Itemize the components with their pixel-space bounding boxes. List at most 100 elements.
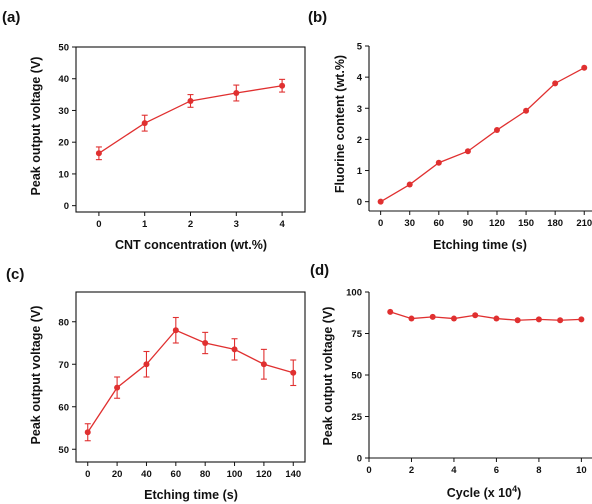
x-tick-label-b: 120: [489, 218, 505, 229]
y-tick-label-b: 4: [357, 73, 363, 84]
panel-c: (c) Peak output voltage (V) Etching time…: [6, 266, 306, 502]
panel-a: (a) Peak output voltage (V) CNT concentr…: [2, 9, 306, 252]
x-tick-label-b: 60: [434, 218, 445, 229]
x-tick-label-d: 4: [451, 465, 457, 476]
y-tick-label-a: 10: [58, 169, 69, 180]
y-tick-label-b: 5: [357, 42, 363, 53]
x-tick-label-b: 90: [463, 218, 474, 229]
data-point-a: [233, 90, 240, 97]
data-point-d: [557, 317, 564, 324]
x-tick-label-c: 120: [256, 469, 272, 480]
x-axis-title-c: Etching time (s): [144, 488, 238, 502]
data-point-d: [450, 315, 457, 322]
y-tick-label-d: 100: [346, 288, 362, 299]
data-point-c: [143, 361, 150, 368]
panel-label-b: (b): [308, 9, 327, 26]
x-tick-label-a: 3: [234, 219, 239, 230]
y-axis-title-b: Fluorine content (wt.%): [333, 55, 347, 193]
x-tick-label-d: 0: [366, 465, 371, 476]
y-tick-label-a: 50: [58, 43, 69, 54]
y-tick-label-c: 50: [58, 445, 69, 456]
y-tick-label-b: 3: [357, 104, 362, 115]
series-line-d: [390, 311, 582, 321]
x-tick-label-c: 20: [112, 469, 123, 480]
y-axis-title-c: Peak output voltage (V): [29, 306, 43, 445]
data-point-b: [377, 198, 384, 205]
x-tick-label-a: 0: [96, 219, 101, 230]
y-tick-label-a: 20: [58, 138, 69, 149]
data-point-d: [429, 313, 436, 320]
x-tick-label-d: 2: [409, 465, 414, 476]
x-tick-label-a: 2: [188, 219, 193, 230]
x-tick-label-b: 30: [404, 218, 415, 229]
x-tick-label-b: 210: [576, 218, 592, 229]
x-tick-label-d: 10: [576, 465, 587, 476]
data-point-c: [114, 384, 121, 391]
x-tick-label-b: 150: [518, 218, 534, 229]
y-tick-label-c: 60: [58, 402, 69, 413]
data-point-c: [290, 369, 297, 376]
data-point-d: [472, 312, 479, 319]
y-tick-label-d: 25: [351, 412, 362, 423]
data-point-a: [95, 150, 102, 157]
y-tick-label-d: 50: [351, 371, 362, 382]
data-point-b: [523, 107, 530, 114]
x-tick-label-d: 6: [494, 465, 499, 476]
data-point-c: [260, 361, 267, 368]
y-tick-label-c: 80: [58, 317, 69, 328]
y-tick-label-a: 30: [58, 106, 69, 117]
x-tick-label-c: 40: [141, 469, 152, 480]
x-axis-title-b: Etching time (s): [433, 238, 527, 252]
data-point-b: [435, 159, 442, 166]
y-tick-label-b: 0: [357, 197, 362, 208]
x-tick-label-c: 140: [285, 469, 301, 480]
data-point-d: [535, 316, 542, 323]
y-tick-label-b: 1: [357, 166, 363, 177]
x-axis-title-d-sup: 4: [512, 484, 517, 494]
data-point-c: [172, 327, 179, 334]
data-point-d: [514, 317, 521, 324]
x-tick-label-c: 100: [227, 469, 243, 480]
data-point-c: [202, 340, 209, 346]
y-axis-title-d: Peak output voltage (V): [321, 307, 335, 446]
data-point-c: [231, 346, 238, 353]
data-point-d: [408, 315, 415, 322]
data-point-d: [578, 316, 585, 323]
series-line-c: [87, 329, 294, 433]
series-line-b: [380, 67, 585, 203]
plot-frame-a: [75, 46, 306, 213]
y-tick-label-a: 40: [58, 74, 69, 85]
panel-b: (b) Fluorine content (wt.%) Etching time…: [308, 9, 592, 252]
panel-label-c: (c): [6, 266, 24, 283]
panel-label-d: (d): [310, 262, 329, 279]
x-tick-label-b: 0: [378, 218, 383, 229]
data-point-a: [187, 97, 194, 104]
y-tick-label-d: 0: [357, 454, 362, 465]
x-tick-label-d: 8: [536, 465, 541, 476]
panel-label-a: (a): [2, 9, 20, 26]
x-axis-title-d-main: Cycle (x 10: [447, 486, 512, 500]
x-tick-label-c: 60: [171, 469, 182, 480]
x-tick-label-c: 80: [200, 469, 211, 480]
plot-frame-c: [75, 291, 306, 463]
y-tick-label-a: 0: [64, 201, 69, 212]
y-tick-label-d: 75: [351, 329, 362, 340]
panel-d: (d) Peak output voltage (V) Cycle (x 104…: [310, 262, 592, 500]
data-point-d: [493, 315, 500, 322]
x-axis-title-d: Cycle (x 104): [447, 484, 522, 500]
x-tick-label-a: 1: [142, 219, 148, 230]
x-axis-title-a: CNT concentration (wt.%): [115, 238, 267, 252]
data-point-a: [279, 82, 286, 89]
y-tick-label-c: 70: [58, 360, 69, 371]
x-tick-label-a: 4: [279, 219, 285, 230]
data-point-b: [406, 181, 413, 188]
y-axis-title-a: Peak output voltage (V): [29, 57, 43, 196]
x-axis-title-d-end: ): [517, 486, 521, 500]
data-point-c: [84, 429, 91, 436]
data-point-d: [387, 308, 394, 315]
data-point-a: [141, 120, 148, 127]
data-point-b: [581, 64, 588, 71]
data-point-b: [552, 80, 559, 87]
data-point-b: [464, 148, 471, 155]
